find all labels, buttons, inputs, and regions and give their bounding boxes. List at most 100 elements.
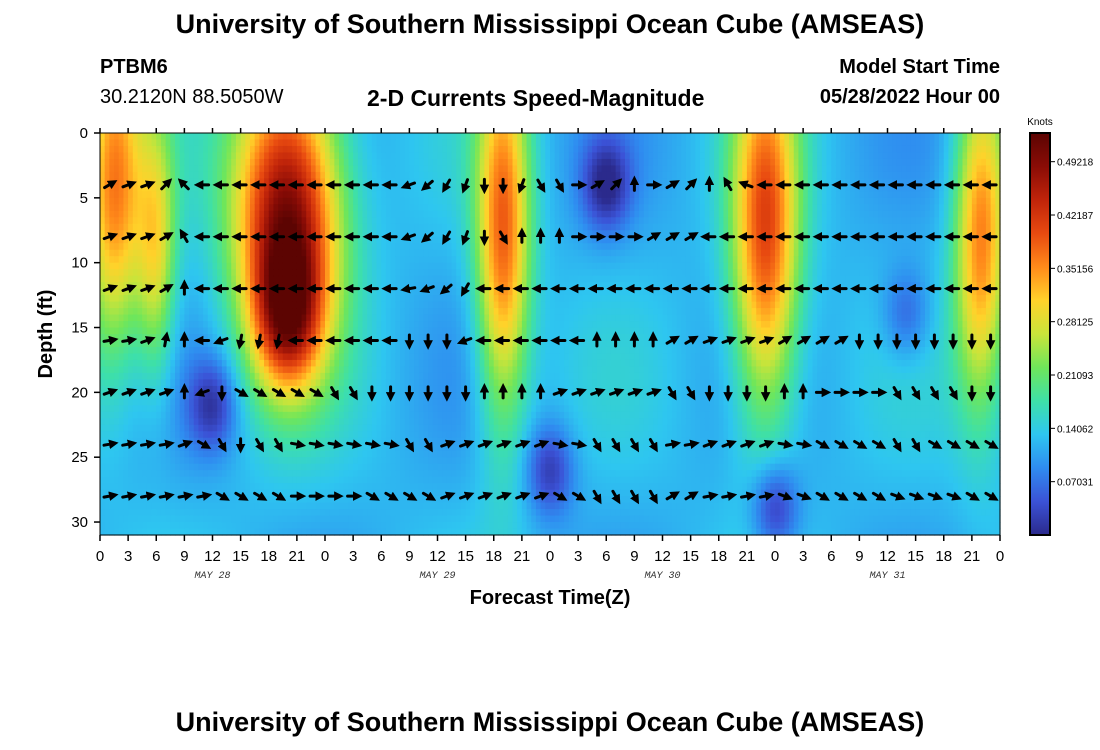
heatmap-cell bbox=[390, 197, 396, 205]
heatmap-cell bbox=[203, 385, 209, 393]
heatmap-cell bbox=[456, 463, 462, 471]
heatmap-cell bbox=[104, 158, 110, 167]
heatmap-cell bbox=[184, 476, 190, 484]
heatmap-cell bbox=[114, 249, 120, 257]
heatmap-cell bbox=[142, 522, 148, 530]
heatmap-cell bbox=[100, 256, 106, 264]
heatmap-cell bbox=[203, 236, 209, 244]
heatmap-cell bbox=[437, 444, 443, 452]
heatmap-cell bbox=[320, 418, 326, 426]
heatmap-cell bbox=[179, 152, 185, 160]
heatmap-cell bbox=[203, 217, 209, 225]
heatmap-cell bbox=[123, 197, 129, 205]
heatmap-cell bbox=[437, 308, 443, 316]
heatmap-cell bbox=[376, 489, 382, 497]
heatmap-cell bbox=[137, 301, 143, 309]
heatmap-cell bbox=[231, 217, 237, 225]
heatmap-cell bbox=[409, 256, 415, 264]
heatmap-cell bbox=[198, 295, 204, 303]
heatmap-cell bbox=[151, 483, 157, 491]
heatmap-cell bbox=[240, 139, 246, 147]
heatmap-cell bbox=[310, 463, 317, 471]
heatmap-cell bbox=[343, 366, 350, 374]
heatmap-cell bbox=[418, 509, 425, 517]
heatmap-cell bbox=[357, 223, 364, 231]
heatmap-cell bbox=[264, 379, 270, 387]
heatmap-cell bbox=[221, 152, 228, 160]
heatmap-cell bbox=[418, 152, 425, 160]
heatmap-cell bbox=[414, 204, 420, 212]
heatmap-cell bbox=[142, 223, 148, 231]
heatmap-cell bbox=[254, 353, 260, 361]
heatmap-cell bbox=[282, 359, 289, 368]
heatmap-cell bbox=[123, 431, 129, 439]
heatmap-cell bbox=[353, 457, 359, 465]
heatmap-cell bbox=[357, 256, 364, 264]
heatmap-cell bbox=[287, 308, 293, 316]
heatmap-cell bbox=[231, 243, 237, 251]
heatmap-cell bbox=[142, 502, 148, 510]
heatmap-cell bbox=[442, 165, 448, 173]
heatmap-cell bbox=[184, 483, 190, 491]
heatmap-cell bbox=[400, 398, 406, 406]
heatmap-cell bbox=[245, 522, 251, 530]
heatmap-cell bbox=[165, 346, 171, 355]
heatmap-cell bbox=[451, 217, 457, 225]
heatmap-cell bbox=[306, 418, 312, 426]
heatmap-cell bbox=[390, 191, 396, 199]
heatmap-cell bbox=[400, 243, 406, 251]
heatmap-cell bbox=[273, 269, 279, 277]
heatmap-cell bbox=[301, 385, 307, 393]
heatmap-cell bbox=[118, 269, 125, 277]
heatmap-cell bbox=[381, 353, 387, 361]
heatmap-cell bbox=[404, 405, 410, 413]
heatmap-cell bbox=[268, 470, 275, 478]
heatmap-cell bbox=[456, 489, 462, 497]
heatmap-cell bbox=[404, 191, 410, 199]
heatmap-cell bbox=[404, 139, 410, 147]
heatmap-cell bbox=[170, 496, 176, 504]
heatmap-cell bbox=[193, 301, 200, 309]
heatmap-cell bbox=[292, 249, 298, 257]
heatmap-cell bbox=[160, 249, 167, 257]
heatmap-cell bbox=[189, 275, 195, 283]
heatmap-cell bbox=[287, 522, 293, 530]
heatmap-cell bbox=[226, 314, 232, 322]
heatmap-cell bbox=[250, 204, 256, 212]
heatmap-cell bbox=[353, 385, 359, 393]
heatmap-cell bbox=[114, 171, 120, 179]
heatmap-cell bbox=[460, 424, 467, 432]
heatmap-cell bbox=[306, 243, 312, 251]
heatmap-cell bbox=[414, 236, 420, 244]
heatmap-cell bbox=[240, 372, 246, 380]
heatmap-cell bbox=[292, 444, 298, 452]
heatmap-cell bbox=[442, 359, 448, 368]
heatmap-cell bbox=[385, 385, 392, 393]
heatmap-cell bbox=[268, 158, 275, 167]
heatmap-cell bbox=[343, 359, 350, 368]
heatmap-cell bbox=[442, 515, 448, 523]
heatmap-cell bbox=[132, 152, 139, 160]
heatmap-cell bbox=[175, 249, 181, 257]
heatmap-cell bbox=[156, 217, 162, 225]
heatmap-cell bbox=[315, 346, 321, 355]
heatmap-cell bbox=[362, 327, 368, 335]
heatmap-cell bbox=[381, 431, 387, 439]
heatmap-cell bbox=[179, 256, 185, 264]
heatmap-cell bbox=[184, 197, 190, 205]
heatmap-cell bbox=[203, 197, 209, 205]
heatmap-cell bbox=[104, 204, 110, 212]
heatmap-cell bbox=[189, 295, 195, 303]
heatmap-cell bbox=[334, 210, 340, 218]
heatmap-cell bbox=[128, 243, 134, 251]
heatmap-cell bbox=[137, 288, 143, 296]
heatmap-cell bbox=[362, 385, 368, 393]
heatmap-cell bbox=[339, 308, 345, 316]
heatmap-cell bbox=[362, 158, 368, 167]
heatmap-cell bbox=[273, 275, 279, 283]
heatmap-cell bbox=[160, 496, 167, 504]
heatmap-cell bbox=[348, 197, 354, 205]
heatmap-cell bbox=[198, 496, 204, 504]
heatmap-cell bbox=[475, 314, 481, 322]
heatmap-cell bbox=[292, 171, 298, 179]
